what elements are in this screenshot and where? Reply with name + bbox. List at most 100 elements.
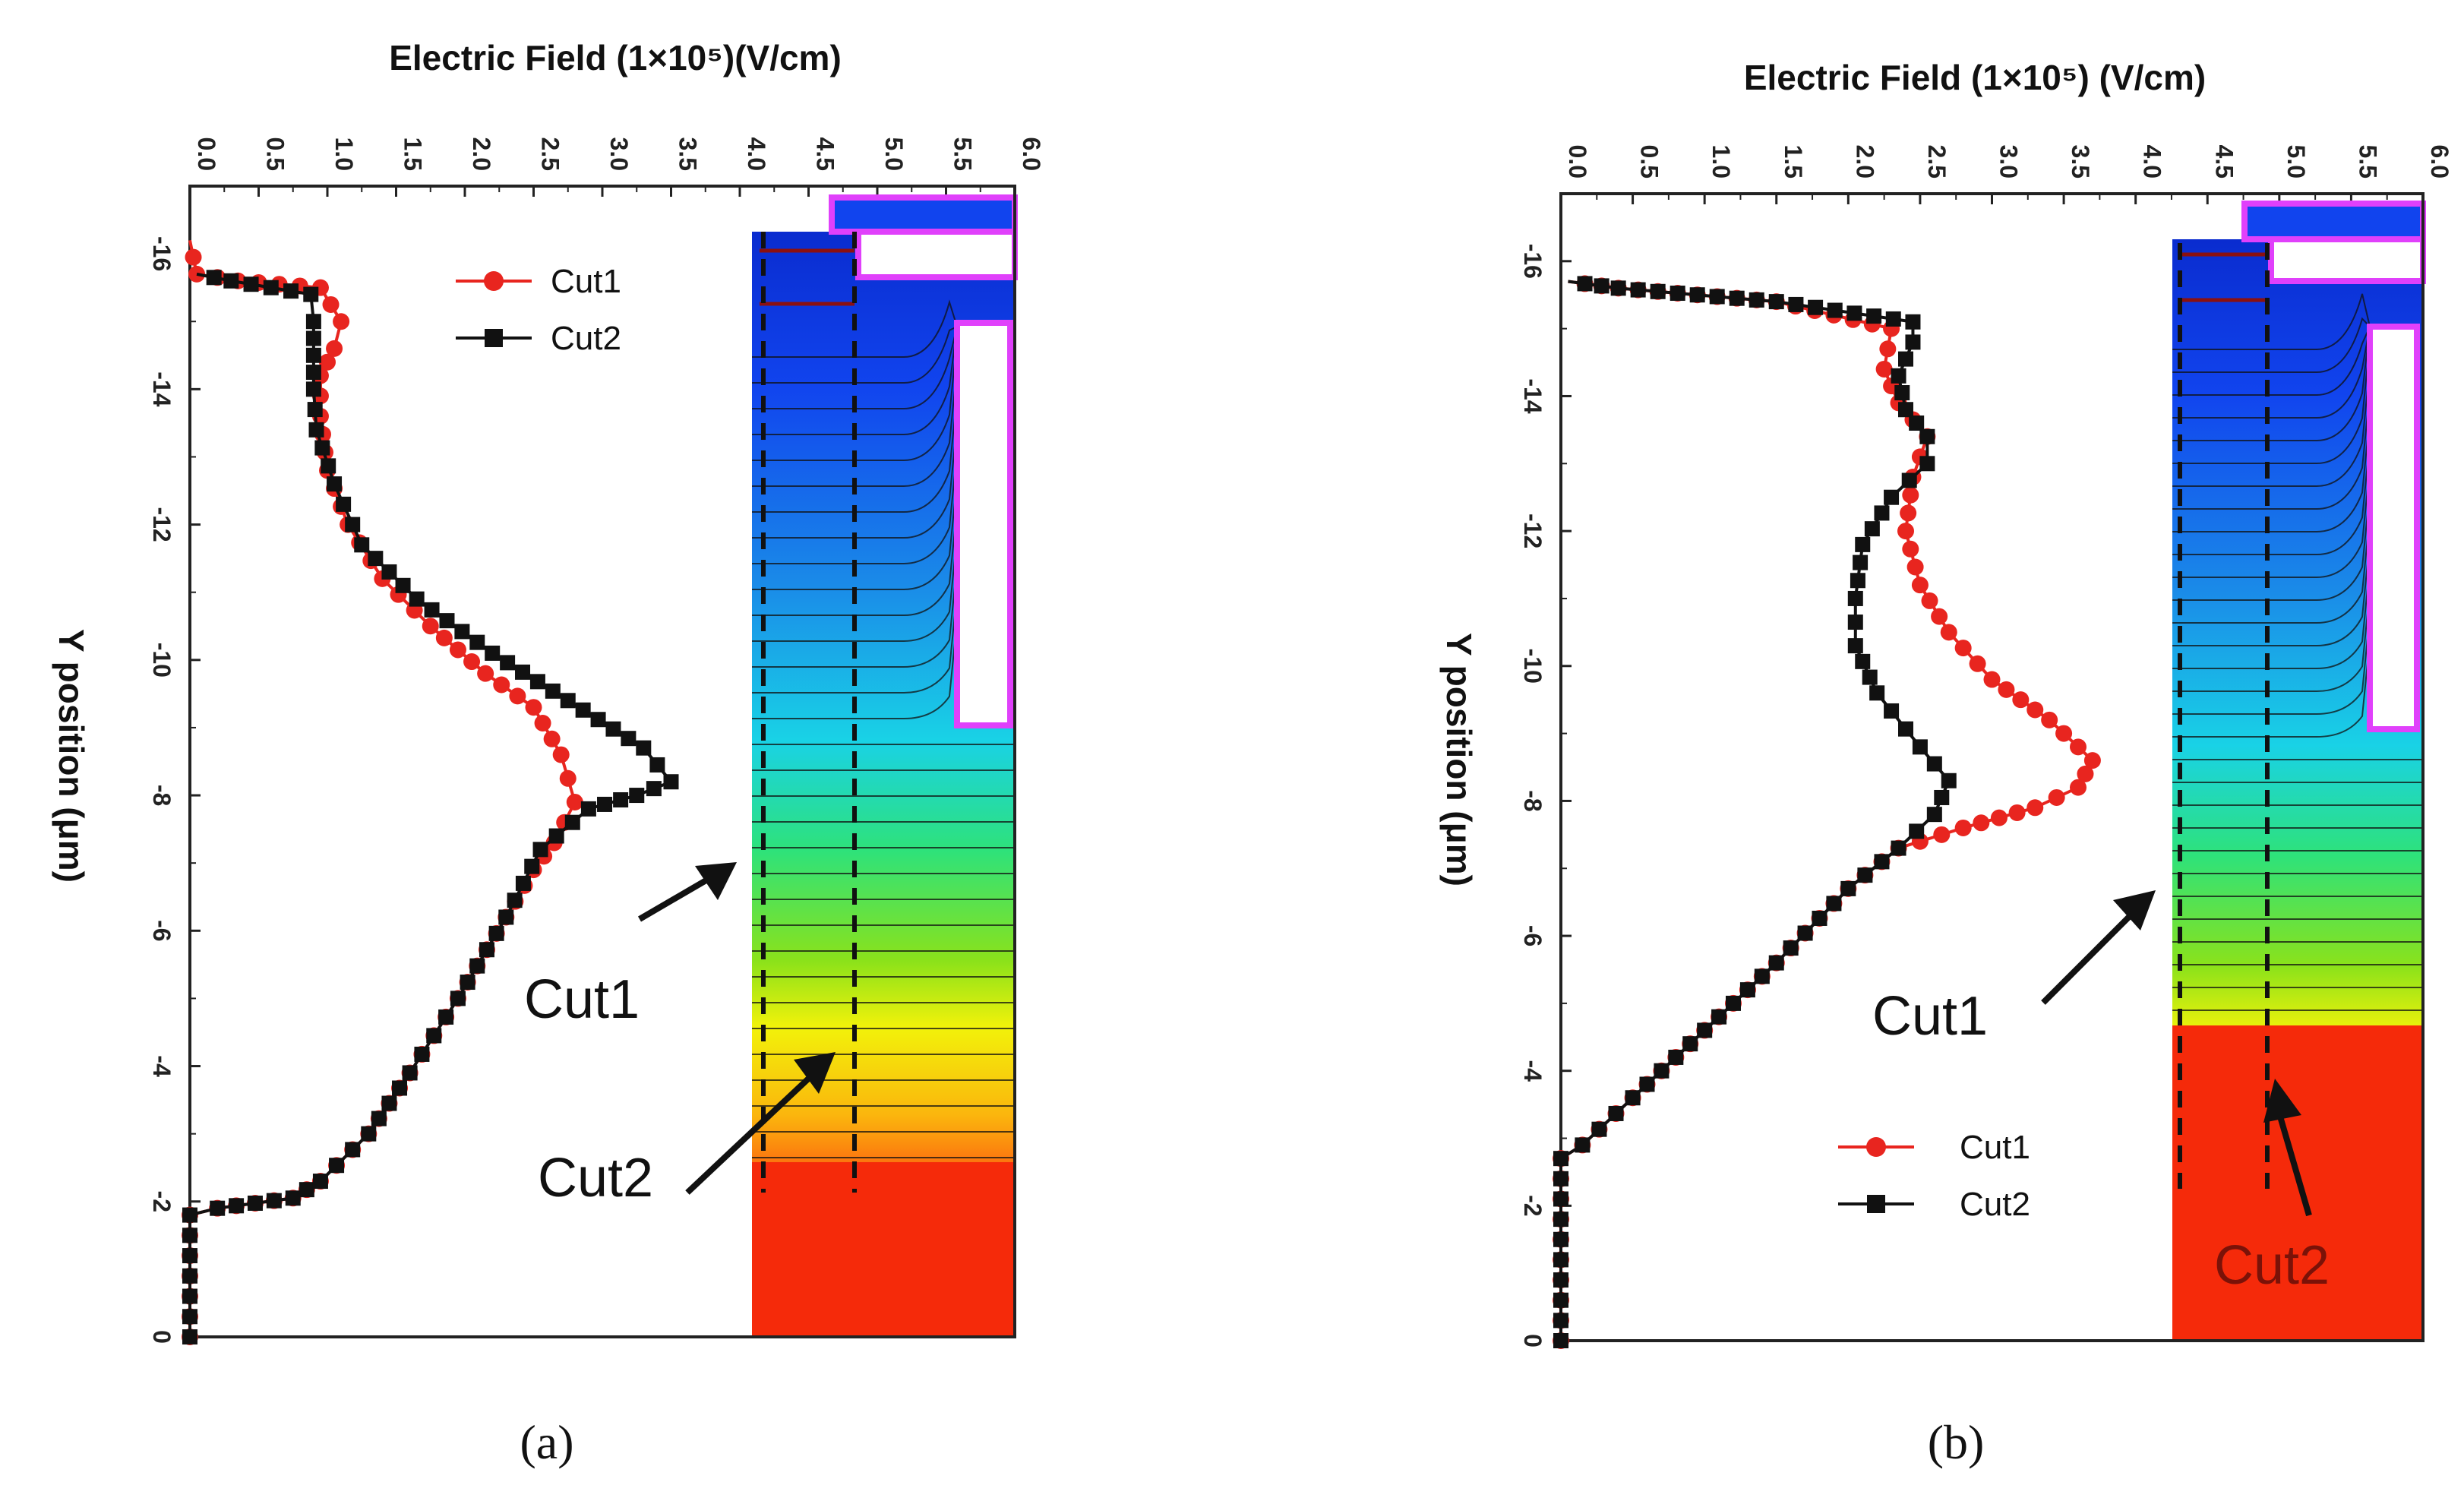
contour-line xyxy=(2172,640,2371,738)
data-point-cut2 xyxy=(507,893,523,908)
data-point-cut1 xyxy=(319,353,336,371)
data-point-cut1 xyxy=(463,653,481,671)
data-point-cut1 xyxy=(1931,608,1948,625)
legend-label-cut2: Cut2 xyxy=(1960,1186,2030,1223)
contour-line xyxy=(2172,326,2371,441)
data-point-cut2 xyxy=(1909,415,1925,431)
y-tick-label: 0 xyxy=(1519,1334,1546,1348)
data-point-cut2 xyxy=(580,801,596,817)
data-point-cut2 xyxy=(532,842,548,858)
y-tick-label: -4 xyxy=(148,1055,175,1077)
legend-label-cut1: Cut1 xyxy=(1960,1129,2030,1166)
contour-line xyxy=(2172,342,2371,464)
data-point-cut2 xyxy=(1553,1212,1568,1228)
data-point-cut1 xyxy=(2070,779,2087,796)
legend-marker-cut2 xyxy=(1867,1195,1885,1213)
annotation-cut2-label: Cut2 xyxy=(2214,1235,2330,1296)
data-point-cut1 xyxy=(493,676,510,694)
data-point-cut2 xyxy=(485,645,501,661)
data-point-cut2 xyxy=(1909,823,1925,839)
x-tick-label: 2.5 xyxy=(1923,145,1951,179)
x-tick-label: 0.0 xyxy=(193,137,220,171)
contour-line xyxy=(2172,491,2371,601)
data-point-cut2 xyxy=(1891,840,1906,856)
x-tick-label: 0.5 xyxy=(1636,145,1663,179)
contour-line xyxy=(2172,317,2371,373)
data-point-cut1 xyxy=(1906,558,1924,576)
data-point-cut2 xyxy=(1808,299,1824,315)
data-point-cut1 xyxy=(1973,814,1990,832)
x-tick-label: 3.0 xyxy=(605,137,633,171)
legend-marker-cut1 xyxy=(1866,1137,1886,1157)
data-point-cut2 xyxy=(368,551,384,567)
y-tick-label: -16 xyxy=(1519,244,1546,279)
contour-line xyxy=(2172,441,2371,555)
data-point-cut2 xyxy=(1797,925,1813,941)
legend: Cut1 Cut2 xyxy=(1838,1129,2030,1223)
contour-line xyxy=(752,564,958,668)
x-tick-label: 3.0 xyxy=(1995,145,2023,179)
contour-line xyxy=(2172,326,2371,419)
data-point-cut1 xyxy=(566,793,583,810)
data-point-cut1 xyxy=(552,746,570,763)
data-point-cut2 xyxy=(223,273,239,289)
data-point-cut2 xyxy=(1748,292,1764,308)
data-point-cut1 xyxy=(1990,809,2008,826)
data-point-cut2 xyxy=(1898,351,1913,367)
contour-line xyxy=(752,507,958,616)
data-point-cut2 xyxy=(1850,573,1865,589)
data-point-cut2 xyxy=(182,1309,197,1325)
data-point-cut2 xyxy=(469,634,485,650)
data-point-cut1 xyxy=(509,687,526,705)
data-point-cut2 xyxy=(1840,880,1856,896)
data-point-cut1 xyxy=(1897,523,1914,540)
data-series xyxy=(1553,275,2101,1349)
data-point-cut2 xyxy=(515,875,531,891)
data-point-cut1 xyxy=(2008,804,2026,821)
data-point-cut1 xyxy=(322,295,340,313)
data-point-cut1 xyxy=(2055,725,2073,742)
data-point-cut2 xyxy=(1668,1049,1684,1065)
data-point-cut1 xyxy=(2041,711,2058,728)
data-point-cut1 xyxy=(1921,592,1938,609)
data-point-cut2 xyxy=(182,1268,197,1284)
annotation-cut1: Cut1 xyxy=(524,862,737,1030)
data-point-cut2 xyxy=(1812,910,1827,926)
data-point-cut2 xyxy=(1898,721,1913,737)
x-axis-title: Electric Field (1×10⁵) (V/cm) xyxy=(1744,58,2206,97)
data-point-cut2 xyxy=(1553,1191,1568,1207)
panel-b: Electric Field (1×10⁵) (V/cm) 0.0 0.5 1.0 1… xyxy=(1439,58,2453,1469)
data-point-cut2 xyxy=(361,1126,377,1142)
x-tick-label: 4.5 xyxy=(812,137,839,171)
data-point-cut2 xyxy=(1919,456,1935,472)
data-point-cut2 xyxy=(1853,555,1869,570)
contour-line xyxy=(752,451,958,564)
data-point-cut2 xyxy=(1726,995,1741,1011)
x-tick-label: 6.0 xyxy=(2426,145,2453,179)
data-point-cut2 xyxy=(649,757,665,773)
data-point-cut2 xyxy=(1553,1151,1568,1167)
data-point-cut2 xyxy=(1575,1137,1591,1153)
data-point-cut2 xyxy=(182,1228,197,1243)
x-tick-label: 4.5 xyxy=(2210,145,2238,179)
data-point-cut2 xyxy=(1912,739,1928,755)
annotation-cut1-label: Cut1 xyxy=(1872,986,1988,1047)
data-point-cut2 xyxy=(305,365,321,381)
legend: Cut1 Cut2 xyxy=(456,263,621,357)
data-point-cut2 xyxy=(307,402,323,418)
data-point-cut2 xyxy=(1594,278,1609,294)
data-point-cut1 xyxy=(2070,738,2087,756)
data-point-cut2 xyxy=(1884,489,1900,505)
y-tick-label: -12 xyxy=(148,507,175,542)
data-point-cut2 xyxy=(621,731,637,747)
data-point-cut2 xyxy=(1689,287,1705,303)
y-tick-label: -6 xyxy=(1519,925,1546,946)
data-point-cut1 xyxy=(1983,671,2001,688)
data-point-cut2 xyxy=(303,286,319,302)
data-point-cut1 xyxy=(559,769,577,787)
data-point-cut2 xyxy=(1768,955,1784,971)
data-point-cut2 xyxy=(1855,536,1871,552)
data-point-cut2 xyxy=(210,1200,226,1216)
data-point-cut2 xyxy=(1884,703,1900,719)
data-point-cut2 xyxy=(1591,1121,1607,1137)
